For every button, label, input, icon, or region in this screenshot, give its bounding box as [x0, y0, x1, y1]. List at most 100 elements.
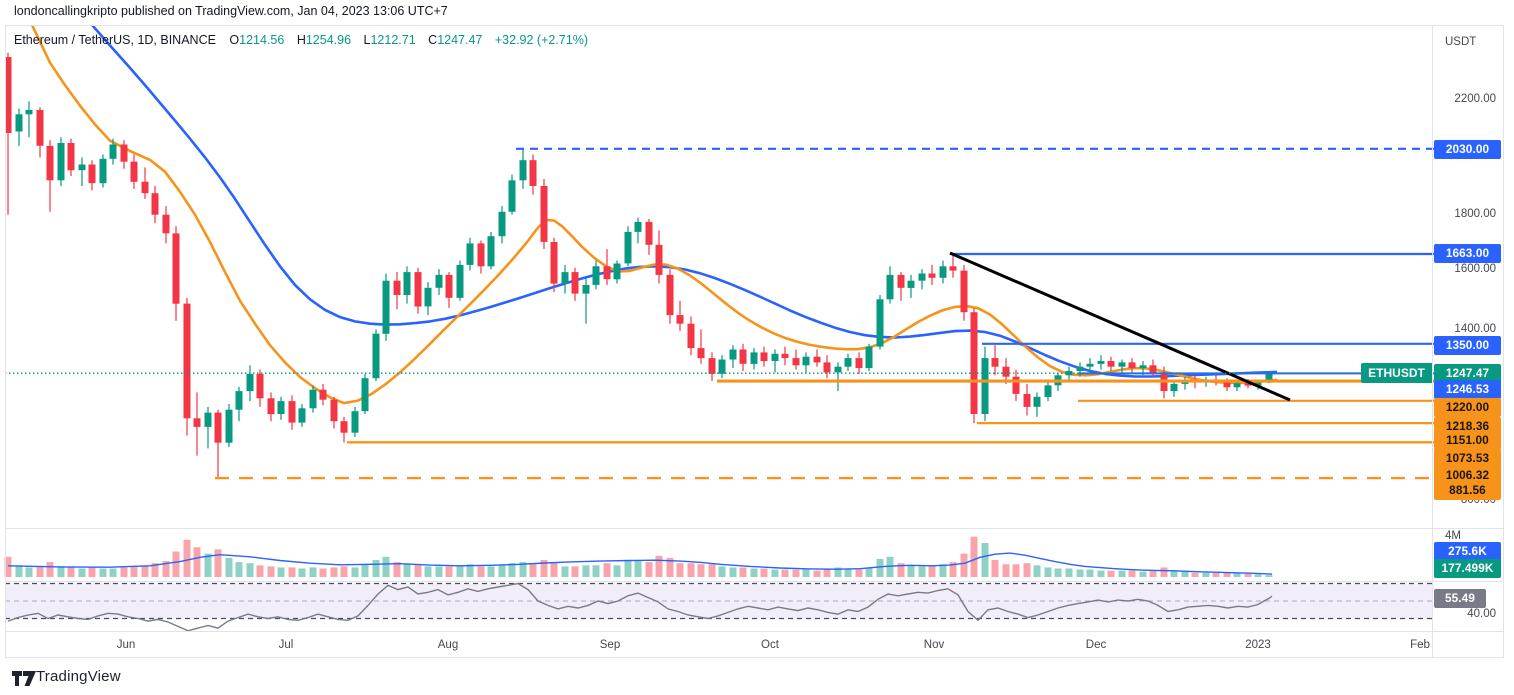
- volume-bar: [288, 567, 296, 577]
- volume-bar: [130, 566, 138, 577]
- frame-top-border: [5, 25, 1503, 26]
- volume-bar: [739, 567, 747, 577]
- volume-bar: [592, 565, 600, 577]
- candle-body: [1033, 396, 1041, 407]
- candle-body: [477, 243, 485, 267]
- candle-body: [1244, 383, 1252, 386]
- volume-bar: [351, 567, 359, 577]
- volume-bar: [1212, 572, 1220, 577]
- volume-bar: [1118, 570, 1126, 577]
- volume-bar: [172, 551, 180, 577]
- volume-bar: [970, 536, 978, 577]
- time-axis-border: [5, 631, 1503, 632]
- volume-series: [4, 536, 1273, 577]
- candle-body: [361, 378, 369, 412]
- volume-bar: [298, 568, 306, 577]
- legend-close-value: 1247.47: [437, 33, 483, 47]
- candle-body: [582, 285, 590, 294]
- candle-body: [57, 143, 65, 181]
- candle-body: [351, 411, 359, 433]
- candle-body: [456, 264, 464, 298]
- volume-bar: [1065, 568, 1073, 577]
- ma-slow-line: [91, 25, 1278, 378]
- volume-bar: [1254, 574, 1262, 577]
- candle-body: [718, 359, 726, 374]
- candle-body: [1086, 363, 1094, 367]
- volume-badge-177.499K: 177.499K: [1434, 558, 1501, 578]
- candle-body: [624, 231, 632, 264]
- volume-bar: [519, 562, 527, 577]
- volume-bar: [267, 566, 275, 577]
- candle-body: [172, 233, 180, 304]
- candle-body: [886, 274, 894, 300]
- candle-body: [435, 274, 443, 288]
- candle-body: [928, 273, 936, 278]
- candle-body: [519, 160, 527, 181]
- volume-bar: [361, 564, 369, 577]
- tradingview-brand-text[interactable]: TradingView: [36, 668, 121, 685]
- price-axis-separator[interactable]: [1432, 25, 1433, 658]
- candle-body: [403, 272, 411, 295]
- candle-body: [88, 164, 96, 184]
- volume-bar: [666, 557, 674, 577]
- volume-bar: [477, 566, 485, 577]
- candle-body: [970, 312, 978, 414]
- volume-bar: [750, 568, 758, 577]
- candle-body: [130, 161, 138, 182]
- volume-bar: [141, 565, 149, 577]
- price-tick-1600.00: 1600.00: [1454, 263, 1496, 275]
- frame-left-border: [5, 25, 6, 658]
- legend-low-value: 1212.71: [370, 33, 416, 47]
- volume-bar: [1002, 564, 1010, 577]
- volume-bar: [708, 564, 716, 577]
- volume-bar: [991, 560, 999, 577]
- volume-bar: [918, 566, 926, 577]
- candle-body: [235, 391, 243, 410]
- volume-bar: [99, 568, 107, 577]
- symbol-price-badge: ETHUSDT: [1361, 363, 1432, 383]
- candle-body: [1118, 362, 1126, 367]
- ma-fast-line: [30, 25, 1278, 405]
- candle-body: [1012, 376, 1020, 394]
- volume-bar: [603, 563, 611, 577]
- price-badge-1350.00: 1350.00: [1434, 335, 1501, 355]
- volume-bar: [949, 562, 957, 577]
- volume-bar: [162, 561, 170, 577]
- candle-body: [960, 270, 968, 313]
- candle-body: [634, 221, 642, 232]
- legend-symbol[interactable]: Ethereum / TetherUS, 1D, BINANCE: [14, 33, 216, 47]
- price-pane[interactable]: [5, 25, 1278, 478]
- candle-body: [193, 418, 201, 427]
- tradingview-logo-icon[interactable]: [12, 671, 36, 686]
- volume-bar: [403, 564, 411, 577]
- volume-bar: [256, 565, 264, 577]
- rsi-badge: 55.49: [1434, 588, 1486, 608]
- legend-high-value: 1254.96: [305, 33, 352, 47]
- descending-trendline[interactable]: [949, 251, 1291, 402]
- volume-bar: [802, 569, 810, 577]
- candle-body: [414, 272, 422, 307]
- frame-bottom-border: [5, 657, 1503, 658]
- candle-body: [5, 57, 12, 133]
- volume-bar: [582, 565, 590, 577]
- volume-bar: [25, 567, 33, 577]
- volume-bar: [1149, 570, 1157, 577]
- time-axis-label-Oct: Oct: [761, 639, 779, 651]
- time-axis-label-Jun: Jun: [116, 639, 136, 651]
- candle-body: [1233, 383, 1241, 388]
- time-axis-label-Sep: Sep: [599, 639, 621, 651]
- volume-bar: [372, 560, 380, 577]
- volume-bar: [109, 568, 117, 577]
- volume-bar: [214, 549, 222, 577]
- volume-ma-line: [7, 552, 1273, 575]
- candle-body: [550, 242, 558, 284]
- time-axis-label-2023: 2023: [1245, 639, 1271, 651]
- candle-body: [151, 193, 159, 215]
- time-axis-label-Aug: Aug: [437, 639, 459, 651]
- candle-body: [897, 274, 905, 288]
- candle-body: [781, 353, 789, 359]
- volume-axis-tick: 4M: [1445, 530, 1461, 542]
- volume-bar: [571, 566, 579, 577]
- rsi-pane-separator: [5, 581, 1503, 582]
